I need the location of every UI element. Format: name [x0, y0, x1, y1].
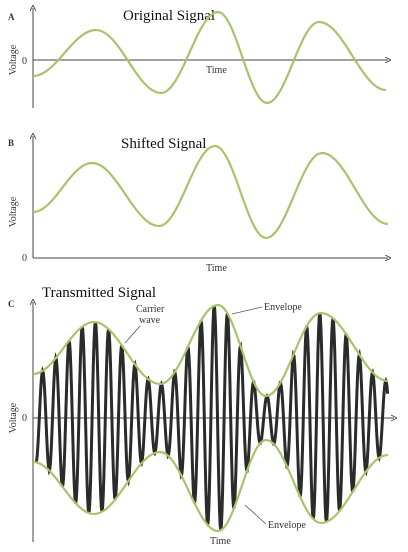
panel-c-xlabel: Time [210, 536, 231, 547]
panel-c-envelope-top [32, 303, 389, 398]
panel-a-ylabel: Voltage [8, 44, 19, 75]
panel-a-zero: 0 [22, 56, 27, 67]
panel-a-xlabel: Time [206, 65, 227, 76]
panel-c-carrier-wave [34, 305, 390, 531]
panel-b-xlabel: Time [206, 263, 227, 274]
panel-b-letter: B [8, 138, 14, 148]
carrier-wave-label-line1: Carrier [136, 304, 165, 315]
panel-b-title: Shifted Signal [121, 136, 206, 152]
panel-c: C Transmitted Signal Voltage 0 Time Carr… [8, 285, 394, 547]
panel-a-letter: A [8, 12, 15, 22]
panel-c-title: Transmitted Signal [42, 285, 156, 301]
envelope-pointer-top [231, 306, 263, 315]
panel-c-letter: C [8, 299, 15, 309]
panel-c-envelope-bottom [32, 438, 389, 533]
carrier-wave-label-line2: wave [139, 315, 161, 326]
panel-b-signal-curve [32, 144, 389, 240]
panel-c-ylabel: Voltage [8, 402, 19, 433]
envelope-pointer-bottom [244, 504, 267, 525]
panel-b-zero: 0 [22, 253, 27, 264]
envelope-label-bottom: Envelope [268, 520, 306, 531]
panel-a-signal-curve [32, 10, 387, 105]
panel-a: A Original Signal Voltage 0 Time [8, 8, 388, 108]
panel-c-zero: 0 [22, 413, 27, 424]
carrier-wave-pointer [124, 325, 141, 344]
panel-b: B Shifted Signal Voltage 0 Time [8, 136, 388, 274]
panel-b-ylabel: Voltage [8, 196, 19, 227]
envelope-label-top: Envelope [264, 302, 302, 313]
panel-a-title: Original Signal [123, 8, 215, 24]
